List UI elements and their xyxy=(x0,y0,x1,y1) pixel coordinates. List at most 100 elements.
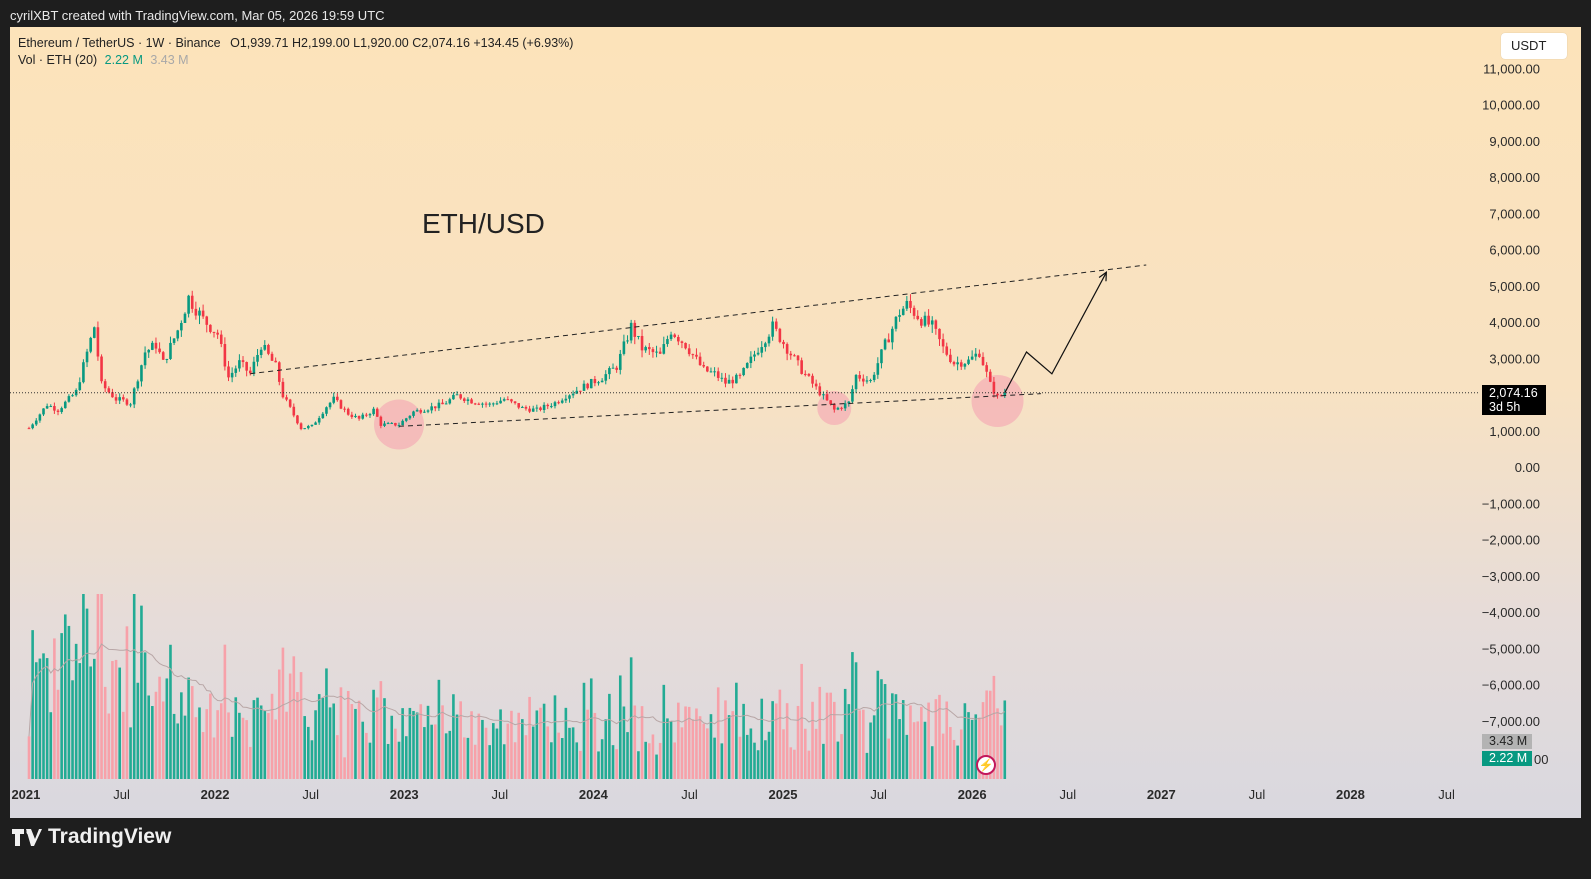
volume-bar xyxy=(756,750,760,779)
volume-bar xyxy=(959,729,963,779)
candle-body xyxy=(100,356,103,382)
volume-bar xyxy=(433,724,437,779)
candle-body xyxy=(644,347,647,351)
y-axis-tick-label: 6,000.00 xyxy=(1489,243,1540,258)
channel-lower-line[interactable] xyxy=(398,393,1042,427)
volume-bar xyxy=(129,727,132,779)
volume-bar xyxy=(709,714,713,779)
projection-path[interactable] xyxy=(1004,272,1107,394)
candle-body xyxy=(600,380,604,383)
candle-body xyxy=(767,336,771,344)
volume-bar xyxy=(633,705,637,779)
candle-body xyxy=(71,395,74,397)
candle-body xyxy=(909,300,912,308)
candle-body xyxy=(956,362,959,365)
volume-bar xyxy=(985,690,988,779)
attribution-text: cyrilXBT created with TradingView.com, M… xyxy=(10,8,385,23)
volume-bar xyxy=(136,682,140,779)
candle-body xyxy=(738,374,742,376)
volume-bar xyxy=(629,657,633,779)
y-axis-tick-label: 3,000.00 xyxy=(1489,351,1540,366)
volume-bar xyxy=(296,692,299,779)
volume-bar xyxy=(92,658,96,779)
volume-bar xyxy=(858,710,861,779)
candle-body xyxy=(691,354,695,356)
candle-body xyxy=(546,404,550,407)
volume-bar xyxy=(477,713,481,779)
candle-body xyxy=(122,397,125,400)
y-axis-tick-label: 1,000.00 xyxy=(1489,424,1540,439)
candle-body xyxy=(219,334,223,345)
volume-bar xyxy=(949,727,952,779)
candle-body xyxy=(132,388,136,405)
candle-body xyxy=(223,344,227,367)
volume-bar xyxy=(161,701,165,779)
volume-bar xyxy=(956,745,959,779)
volume-bar xyxy=(771,701,774,779)
volume-bar xyxy=(796,705,800,779)
x-axis-tick-label: 2021 xyxy=(11,787,40,802)
candle-body xyxy=(78,382,82,391)
candle-body xyxy=(920,319,923,326)
candle-body xyxy=(343,408,346,410)
candle-body xyxy=(560,400,564,403)
volume-bar xyxy=(832,701,836,779)
volume-bar xyxy=(988,690,992,779)
volume-bar xyxy=(67,625,71,779)
volume-bar xyxy=(753,742,756,779)
volume-bar xyxy=(586,709,589,779)
candle-body xyxy=(56,410,60,412)
y-axis-tick-label: −2,000.00 xyxy=(1482,533,1540,548)
volume-bar xyxy=(611,745,615,779)
candle-body xyxy=(713,371,716,373)
volume-bar xyxy=(412,710,415,779)
projection-arrowhead xyxy=(1098,271,1108,282)
volume-bar xyxy=(27,736,31,779)
volume-bar xyxy=(307,726,310,779)
chart-panel[interactable]: 11,000.00 10,000.00 9,000.00 8,000.00 7,000.… xyxy=(10,27,1581,818)
flash-alert-icon[interactable]: ⚡ xyxy=(976,755,996,775)
volume-bar xyxy=(386,743,390,779)
volume-bar xyxy=(644,741,647,779)
volume-bar xyxy=(898,719,901,779)
volume-bar xyxy=(285,711,288,779)
candle-body xyxy=(241,360,245,363)
y-axis-tick-label: 7,000.00 xyxy=(1489,206,1540,221)
candle-body xyxy=(535,407,539,409)
chart-canvas[interactable]: 11,000.00 10,000.00 9,000.00 8,000.00 7,000.… xyxy=(10,27,1581,818)
candle-body xyxy=(267,344,270,354)
candle-body xyxy=(288,399,292,407)
candle-body xyxy=(988,371,992,382)
legend-symbol[interactable]: Ethereum / TetherUS · 1W · Binance xyxy=(18,36,221,50)
candle-body xyxy=(96,327,100,357)
volume-bar xyxy=(216,710,219,779)
volume-bar xyxy=(321,698,325,779)
candle-body xyxy=(945,346,949,355)
volume-bar xyxy=(934,699,938,779)
volume-bar xyxy=(343,757,346,779)
volume-bar xyxy=(176,723,180,779)
candle-body xyxy=(684,342,687,349)
candle-body xyxy=(281,381,285,398)
volume-bar xyxy=(872,715,876,779)
candle-body xyxy=(673,334,676,337)
volume-bar xyxy=(851,652,854,779)
candle-body xyxy=(187,295,190,314)
volume-bar xyxy=(673,742,676,779)
channel-upper-line[interactable] xyxy=(250,264,1147,375)
candle-body xyxy=(502,399,506,401)
tradingview-logo[interactable]: TradingView xyxy=(12,825,171,849)
currency-button[interactable]: USDT xyxy=(1501,33,1567,59)
volume-bar xyxy=(615,749,618,779)
candle-body xyxy=(256,354,259,362)
volume-bar xyxy=(379,681,383,779)
candle-body xyxy=(426,410,430,412)
candle-body xyxy=(448,399,452,404)
volume-bar xyxy=(238,712,241,779)
volume-bar xyxy=(303,716,306,779)
volume-bar xyxy=(459,701,462,779)
legend-volume-label[interactable]: Vol · ETH (20) xyxy=(18,53,98,67)
volume-bar xyxy=(927,702,930,779)
candle-body xyxy=(198,310,201,316)
candle-body xyxy=(397,425,401,427)
